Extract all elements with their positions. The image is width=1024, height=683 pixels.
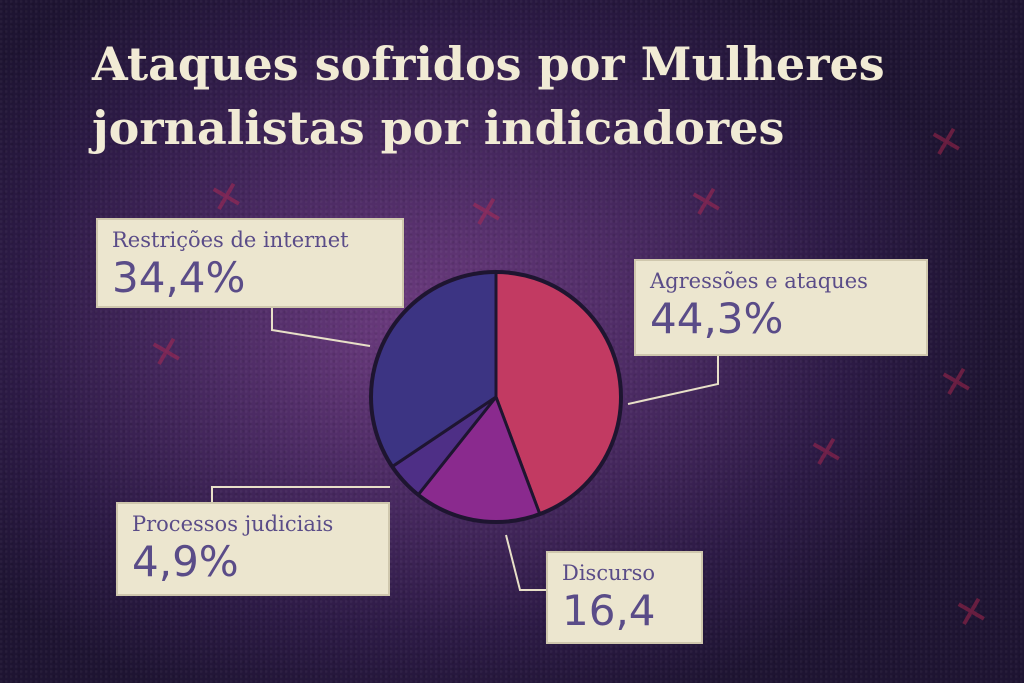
slice-value: 16,4 bbox=[562, 586, 656, 635]
label-processos-judiciais: Processos judiciais 4,9% bbox=[116, 502, 390, 596]
slice-value: 34,4% bbox=[112, 253, 246, 302]
slice-value: 44,3% bbox=[650, 294, 784, 343]
chart-title-line-1: Ataques sofridos por Mulheres bbox=[92, 37, 885, 91]
label-agressoes-ataques: Agressões e ataques 44,3% bbox=[634, 259, 928, 356]
leader-line-agressoes bbox=[627, 356, 719, 405]
leader-line-discurso bbox=[505, 534, 548, 591]
chart-title-line-2: jornalistas por indicadores bbox=[92, 101, 785, 155]
leader-line-restricoes bbox=[271, 308, 371, 347]
label-discurso: Discurso 16,4 bbox=[546, 551, 703, 644]
slice-value: 4,9% bbox=[132, 537, 239, 586]
slice-label: Agressões e ataques bbox=[650, 269, 868, 293]
label-restricoes-internet: Restrições de internet 34,4% bbox=[96, 218, 404, 308]
slice-label: Restrições de internet bbox=[112, 228, 349, 252]
slice-label: Processos judiciais bbox=[132, 512, 334, 536]
leader-line-processos bbox=[211, 486, 390, 502]
slice-label: Discurso bbox=[562, 561, 656, 585]
chart-title: Ataques sofridos por Mulheres jornalista… bbox=[92, 32, 892, 160]
pie-outline bbox=[369, 270, 623, 524]
